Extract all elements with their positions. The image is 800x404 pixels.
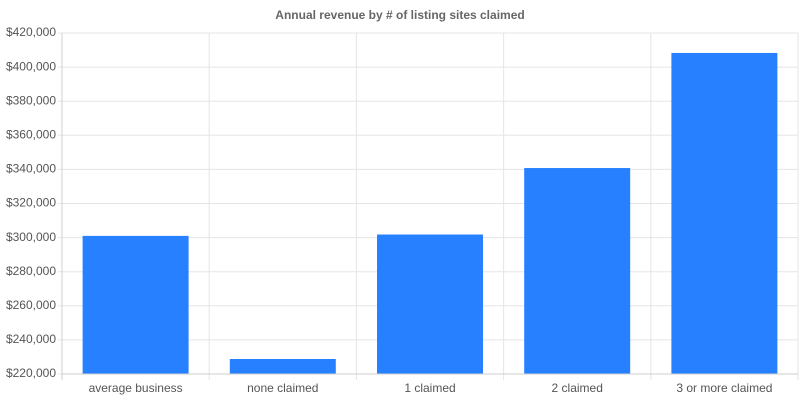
x-tick-label: 3 or more claimed (676, 381, 772, 395)
x-tick-label: 1 claimed (404, 381, 455, 395)
x-tick-label: average business (89, 381, 183, 395)
chart-title: Annual revenue by # of listing sites cla… (275, 8, 524, 22)
y-tick-label: $340,000 (6, 162, 56, 176)
bar (229, 358, 336, 374)
x-tick-label: none claimed (247, 381, 318, 395)
x-tick-label: 2 claimed (552, 381, 603, 395)
y-tick-label: $240,000 (6, 332, 56, 346)
y-tick-label: $220,000 (6, 366, 56, 380)
bar (82, 235, 189, 374)
bar (377, 234, 483, 374)
y-tick-label: $300,000 (6, 230, 56, 244)
y-tick-label: $420,000 (6, 25, 56, 39)
bar (671, 52, 778, 375)
y-tick-label: $320,000 (6, 196, 56, 210)
bar (524, 168, 631, 374)
y-tick-label: $360,000 (6, 127, 56, 141)
y-tick-label: $260,000 (6, 298, 56, 312)
y-tick-label: $280,000 (6, 264, 56, 278)
y-tick-label: $380,000 (6, 93, 56, 107)
y-tick-label: $400,000 (6, 59, 56, 73)
